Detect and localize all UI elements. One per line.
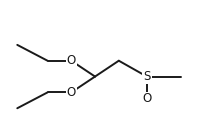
Text: O: O xyxy=(67,86,76,99)
Text: O: O xyxy=(67,54,76,67)
Text: S: S xyxy=(143,70,151,83)
Text: O: O xyxy=(142,93,151,105)
